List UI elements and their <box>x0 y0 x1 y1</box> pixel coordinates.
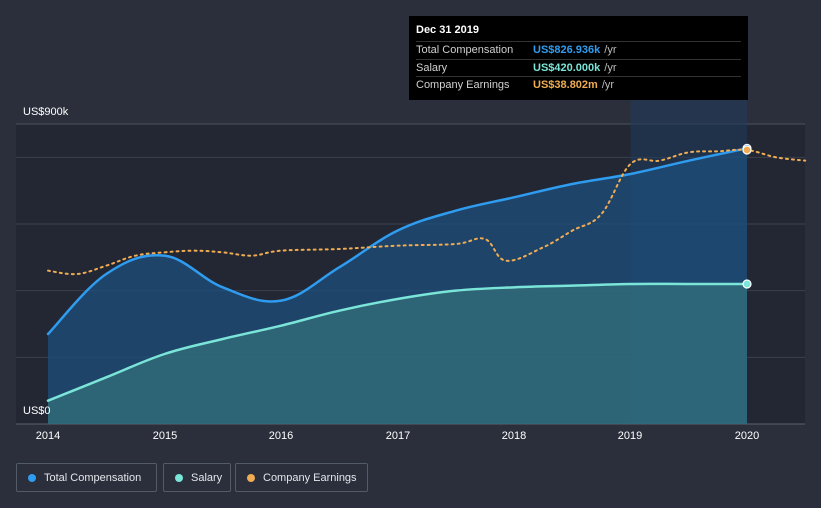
tooltip-row-salary: Salary US$420.000k /yr <box>416 58 741 77</box>
salary-line <box>46 282 749 402</box>
series-areas <box>48 148 747 425</box>
legend-item-salary[interactable]: Salary <box>163 463 231 492</box>
series-lines <box>46 147 807 402</box>
x-tick-label: 2020 <box>734 430 760 442</box>
x-tick-label: 2016 <box>268 430 294 442</box>
company-earnings-marker <box>742 145 752 155</box>
legend-label: Salary <box>191 471 223 484</box>
data-tooltip: Dec 31 2019 Total Compensation US$826.93… <box>409 16 748 100</box>
legend-item-total-compensation[interactable]: Total Compensation <box>16 463 157 492</box>
tooltip-date: Dec 31 2019 <box>416 24 479 36</box>
tooltip-unit: /yr <box>604 61 617 74</box>
y-tick-label-zero: US$0 <box>23 405 51 417</box>
x-tick-label: 2019 <box>617 430 643 442</box>
tooltip-unit: /yr <box>601 79 615 91</box>
legend-item-company-earnings[interactable]: Company Earnings <box>235 463 368 492</box>
tooltip-unit: /yr <box>604 44 617 56</box>
legend-label: Total Compensation <box>44 471 142 484</box>
end-markers <box>742 143 752 289</box>
total-compensation-line <box>46 147 749 336</box>
tooltip-row-total-compensation: Total Compensation US$826.936k /yr <box>416 41 741 59</box>
tooltip-value: US$826.936k <box>533 44 601 56</box>
salary-marker <box>742 279 752 289</box>
x-tick-label: 2017 <box>385 430 411 442</box>
dot-icon <box>175 473 183 482</box>
tooltip-label: Salary <box>416 61 448 74</box>
tooltip-label: Total Compensation <box>416 44 514 56</box>
tooltip-value: US$38.802m <box>533 79 598 91</box>
x-tick-label: 2015 <box>152 430 178 442</box>
salary-area <box>48 283 747 424</box>
dot-icon <box>247 473 255 482</box>
x-tick-label: 2018 <box>501 430 527 442</box>
company-earnings-line <box>47 148 807 276</box>
y-tick-label-max: US$900k <box>23 106 69 118</box>
dot-icon <box>28 473 36 482</box>
tooltip-row-company-earnings: Company Earnings US$38.802m /yr <box>416 76 741 94</box>
x-tick-label: 2014 <box>35 430 61 442</box>
legend-label: Company Earnings <box>263 471 357 484</box>
tooltip-label: Company Earnings <box>416 79 510 91</box>
tooltip-value: US$420.000k <box>533 61 601 74</box>
